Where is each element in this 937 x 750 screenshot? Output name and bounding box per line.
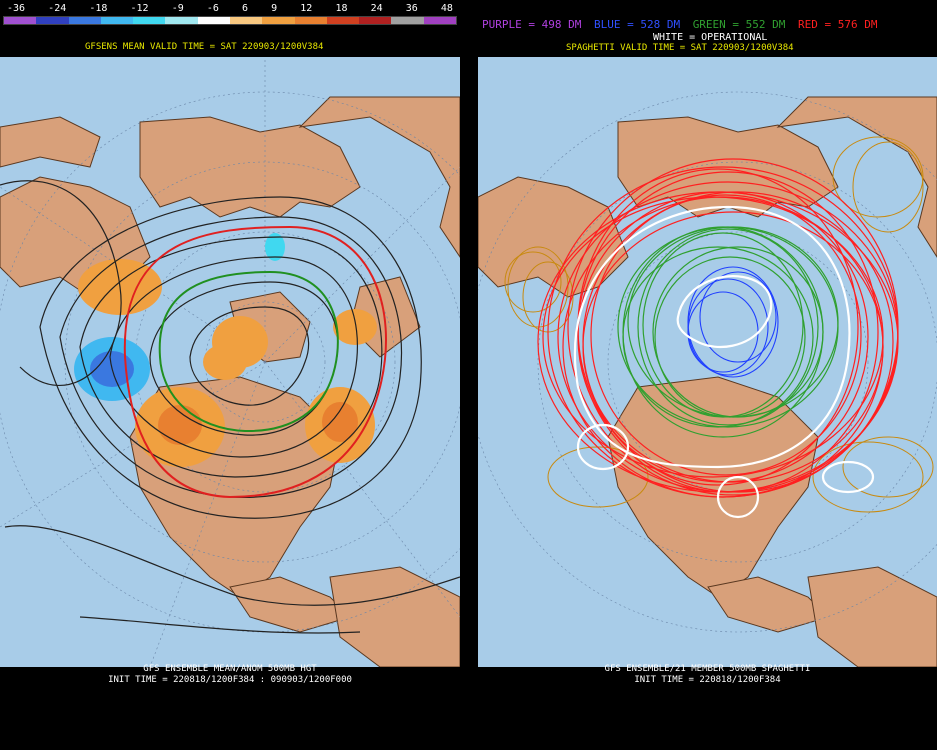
scale-swatch (326, 17, 360, 24)
scale-swatch (68, 17, 101, 24)
ensemble-mean-panel: -36 -24 -18 -12 -9 -6 6 9 12 18 24 36 48 GFSENS MEAN… (0, 0, 460, 750)
scale-label: 48 (440, 3, 453, 14)
right-map-title: SPAGHETTI VALID TIME = SAT 220903/1200V3… (566, 43, 794, 53)
scale-swatch (165, 17, 198, 24)
ensemble-mean-map (0, 57, 460, 667)
scale-swatch (197, 17, 230, 24)
scale-swatch (229, 17, 263, 24)
scale-swatch (423, 17, 456, 24)
scale-swatch (36, 17, 69, 24)
scale-label: 6 (242, 3, 249, 14)
left-bottom-line-2: INIT TIME = 220818/1200F384 : 090903/120… (108, 675, 352, 685)
spaghetti-map (478, 57, 937, 667)
right-bottom-line-1: GFS ENSEMBLE/21 MEMBER 500MB SPAGHETTI (604, 664, 811, 674)
legend-white-operational: WHITE = OPERATIONAL (653, 32, 768, 43)
scale-label: 18 (335, 3, 348, 14)
right-bottom-line-2: INIT TIME = 220818/1200F384 (634, 675, 781, 685)
spaghetti-panel: PURPLE = 498 DM BLUE = 528 DM GREEN = 55… (478, 0, 937, 750)
scale-swatch (262, 17, 295, 24)
scale-color-bar (3, 16, 457, 25)
scale-label: -6 (206, 3, 219, 14)
left-bottom-line-1: GFS ENSEMBLE MEAN/ANOM 500MB HGT (143, 664, 317, 674)
scale-swatch (100, 17, 134, 24)
legend-blue: BLUE = 528 DM (593, 18, 681, 31)
scale-label: -24 (48, 3, 67, 14)
anomaly-color-scale: -36 -24 -18 -12 -9 -6 6 9 12 18 24 36 48 (3, 3, 457, 25)
scale-swatch (4, 17, 37, 24)
scale-swatch (294, 17, 327, 24)
scale-swatch (359, 17, 392, 24)
scale-label: 36 (405, 3, 418, 14)
scale-label: -12 (130, 3, 149, 14)
left-map-title: GFSENS MEAN VALID TIME = SAT 220903/1200… (85, 42, 324, 52)
scale-label: -9 (171, 3, 184, 14)
scale-swatch (133, 17, 166, 24)
scale-swatch (391, 17, 424, 24)
scale-label: -18 (89, 3, 108, 14)
scale-label: 24 (370, 3, 383, 14)
scale-labels: -36 -24 -18 -12 -9 -6 6 9 12 18 24 36 48 (3, 3, 457, 14)
legend-red: RED = 576 DM (798, 18, 878, 31)
legend-purple: PURPLE = 498 DM (482, 18, 582, 31)
legend-green: GREEN = 552 DM (692, 18, 786, 31)
spaghetti-legend: PURPLE = 498 DM BLUE = 528 DM GREEN = 55… (482, 18, 884, 31)
scale-label: 9 (271, 3, 278, 14)
scale-label: 12 (300, 3, 313, 14)
scale-label: -36 (7, 3, 26, 14)
